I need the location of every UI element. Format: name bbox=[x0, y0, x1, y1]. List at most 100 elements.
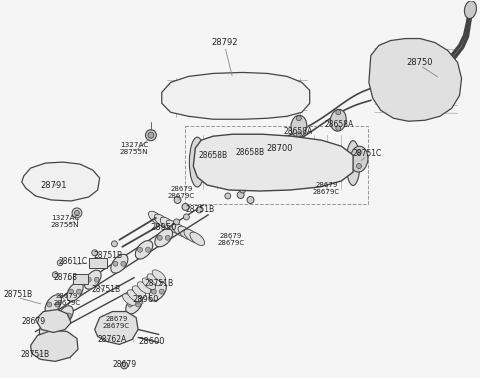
Ellipse shape bbox=[39, 318, 55, 338]
Text: 28751B: 28751B bbox=[21, 350, 50, 359]
Ellipse shape bbox=[247, 197, 254, 203]
Bar bbox=[89, 258, 107, 268]
Text: 28679
28679C: 28679 28679C bbox=[217, 233, 244, 246]
Ellipse shape bbox=[57, 306, 73, 325]
Ellipse shape bbox=[174, 92, 178, 96]
Ellipse shape bbox=[240, 187, 246, 193]
Bar bbox=[185, 126, 368, 204]
Ellipse shape bbox=[76, 289, 82, 294]
Ellipse shape bbox=[171, 90, 180, 99]
Ellipse shape bbox=[84, 270, 101, 289]
Ellipse shape bbox=[135, 240, 153, 259]
Ellipse shape bbox=[293, 90, 302, 99]
Ellipse shape bbox=[357, 150, 361, 155]
Ellipse shape bbox=[204, 138, 218, 158]
Text: 28700: 28700 bbox=[267, 144, 293, 153]
Text: 28611C: 28611C bbox=[59, 257, 87, 266]
Ellipse shape bbox=[155, 214, 169, 228]
Ellipse shape bbox=[296, 132, 301, 137]
Polygon shape bbox=[369, 39, 462, 121]
Polygon shape bbox=[36, 310, 71, 333]
Ellipse shape bbox=[132, 286, 146, 297]
Ellipse shape bbox=[346, 141, 360, 186]
Ellipse shape bbox=[165, 235, 170, 240]
Ellipse shape bbox=[55, 302, 60, 307]
Ellipse shape bbox=[49, 325, 54, 330]
Ellipse shape bbox=[296, 92, 300, 96]
Ellipse shape bbox=[147, 274, 160, 285]
Ellipse shape bbox=[136, 302, 141, 307]
Ellipse shape bbox=[128, 290, 141, 301]
Ellipse shape bbox=[293, 103, 302, 112]
Text: 28762A: 28762A bbox=[98, 335, 127, 344]
Text: 28751B: 28751B bbox=[92, 285, 121, 294]
Text: 28658B: 28658B bbox=[236, 148, 265, 156]
Ellipse shape bbox=[72, 208, 82, 218]
Ellipse shape bbox=[45, 295, 61, 314]
Ellipse shape bbox=[52, 272, 58, 278]
Ellipse shape bbox=[67, 282, 83, 301]
Ellipse shape bbox=[41, 325, 46, 330]
Text: 28679
28679C: 28679 28679C bbox=[103, 316, 130, 329]
Ellipse shape bbox=[81, 174, 85, 178]
Text: 28679: 28679 bbox=[112, 360, 136, 369]
Text: 28751B: 28751B bbox=[144, 279, 173, 288]
Text: 1327AC
28755N: 1327AC 28755N bbox=[120, 142, 148, 155]
Ellipse shape bbox=[138, 247, 143, 252]
Ellipse shape bbox=[237, 192, 244, 198]
Ellipse shape bbox=[137, 282, 151, 293]
Text: 28750: 28750 bbox=[407, 58, 433, 67]
Ellipse shape bbox=[291, 115, 307, 137]
Ellipse shape bbox=[92, 250, 97, 256]
Ellipse shape bbox=[174, 105, 178, 109]
Text: 1327AC
28755N: 1327AC 28755N bbox=[51, 215, 79, 228]
Ellipse shape bbox=[57, 260, 63, 266]
Ellipse shape bbox=[86, 277, 91, 282]
Ellipse shape bbox=[79, 172, 87, 180]
Ellipse shape bbox=[128, 302, 132, 307]
Ellipse shape bbox=[148, 211, 163, 225]
Ellipse shape bbox=[330, 109, 346, 131]
Ellipse shape bbox=[357, 164, 361, 169]
Ellipse shape bbox=[244, 136, 257, 156]
Ellipse shape bbox=[157, 235, 162, 240]
Ellipse shape bbox=[174, 197, 181, 203]
Text: 28950: 28950 bbox=[151, 223, 177, 232]
Ellipse shape bbox=[190, 232, 204, 246]
Ellipse shape bbox=[350, 146, 368, 172]
Ellipse shape bbox=[225, 193, 231, 199]
Ellipse shape bbox=[94, 277, 99, 282]
Ellipse shape bbox=[51, 166, 59, 174]
Ellipse shape bbox=[172, 223, 187, 237]
Ellipse shape bbox=[53, 191, 57, 195]
Ellipse shape bbox=[145, 130, 156, 141]
Text: 28658A: 28658A bbox=[283, 127, 312, 136]
Bar bbox=[73, 274, 88, 284]
Text: 28751C: 28751C bbox=[352, 149, 382, 158]
Ellipse shape bbox=[51, 189, 59, 197]
Ellipse shape bbox=[122, 294, 136, 305]
Ellipse shape bbox=[174, 219, 180, 225]
Ellipse shape bbox=[152, 270, 166, 282]
Ellipse shape bbox=[155, 229, 173, 247]
Ellipse shape bbox=[69, 289, 73, 294]
Ellipse shape bbox=[465, 1, 477, 19]
Ellipse shape bbox=[182, 203, 189, 211]
Ellipse shape bbox=[160, 217, 175, 231]
Ellipse shape bbox=[111, 254, 128, 273]
Polygon shape bbox=[162, 73, 310, 119]
Text: 28791: 28791 bbox=[40, 181, 67, 189]
Ellipse shape bbox=[121, 362, 128, 369]
Text: 28600: 28600 bbox=[139, 337, 165, 346]
Text: 28658B: 28658B bbox=[199, 150, 228, 160]
Polygon shape bbox=[193, 134, 353, 191]
Ellipse shape bbox=[149, 282, 167, 301]
Ellipse shape bbox=[178, 226, 193, 240]
Text: 28658A: 28658A bbox=[324, 120, 354, 129]
Ellipse shape bbox=[74, 211, 79, 215]
Text: 28751B: 28751B bbox=[186, 205, 215, 214]
Ellipse shape bbox=[59, 313, 64, 318]
Ellipse shape bbox=[148, 132, 154, 138]
Ellipse shape bbox=[53, 168, 57, 172]
Ellipse shape bbox=[145, 247, 150, 252]
